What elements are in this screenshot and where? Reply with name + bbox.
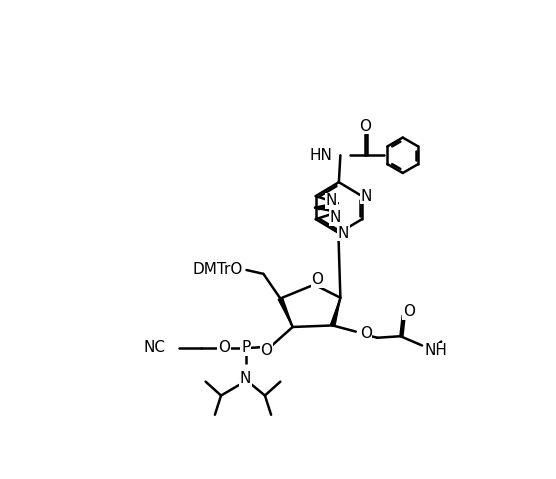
Text: N: N xyxy=(240,371,251,386)
Text: O: O xyxy=(359,118,371,134)
Text: O: O xyxy=(360,326,371,342)
Text: O: O xyxy=(218,340,230,355)
Text: HN: HN xyxy=(310,148,332,163)
Text: DMTrO: DMTrO xyxy=(192,262,242,277)
Text: NH: NH xyxy=(424,343,447,358)
Polygon shape xyxy=(330,298,340,326)
Text: O: O xyxy=(311,272,323,287)
Text: N: N xyxy=(330,210,341,225)
Text: O: O xyxy=(403,304,415,319)
Text: O: O xyxy=(260,342,272,358)
Text: N: N xyxy=(361,189,373,204)
Polygon shape xyxy=(278,297,292,327)
Text: N: N xyxy=(326,194,337,208)
Text: N: N xyxy=(338,226,349,240)
Text: NC: NC xyxy=(143,340,166,355)
Text: P: P xyxy=(241,340,250,355)
